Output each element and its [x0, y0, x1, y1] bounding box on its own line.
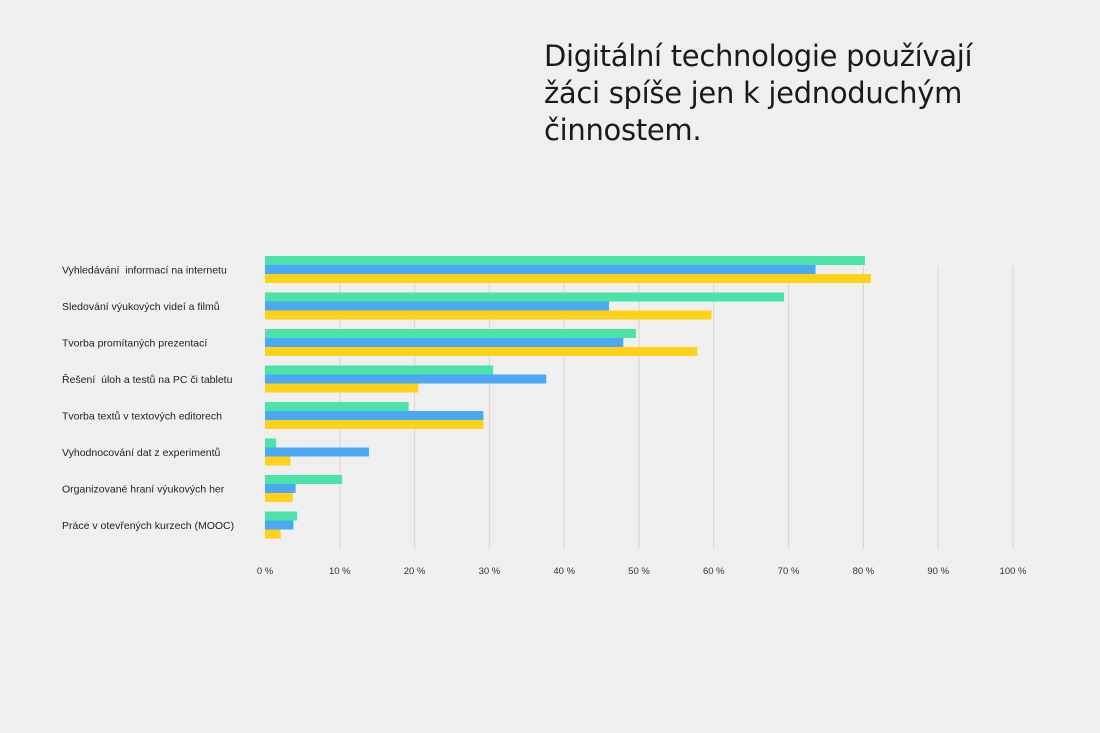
category-label: Vyhodnocování dat z experimentů: [62, 447, 221, 459]
x-tick-label: 50 %: [628, 566, 650, 577]
x-tick-label: 100 %: [1000, 566, 1027, 577]
category-label: Řešení úloh a testů na PC či tabletu: [62, 373, 233, 386]
bar-series-1-5: [265, 438, 277, 448]
category-label: Práce v otevřených kurzech (MOOC): [62, 520, 234, 532]
bar-series-2-1: [265, 301, 610, 311]
bar-series-2-2: [265, 338, 624, 347]
x-tick-label: 60 %: [703, 566, 725, 577]
bar-series-3-7: [265, 529, 281, 539]
bar-series-3-0: [265, 274, 871, 283]
category-label: Sledování výukových videí a filmů: [62, 301, 220, 313]
bar-series-1-4: [265, 402, 409, 411]
bar-series-2-6: [265, 484, 296, 493]
bar-series-2-0: [265, 265, 816, 274]
bar-series-1-0: [265, 256, 865, 265]
category-label: Tvorba textů v textových editorech: [62, 411, 222, 423]
bar-series-2-4: [265, 411, 484, 420]
x-tick-label: 30 %: [479, 566, 501, 577]
x-tick-label: 80 %: [853, 566, 875, 577]
category-label: Vyhledávání informací na internetu: [62, 265, 227, 277]
x-tick-label: 10 %: [329, 566, 351, 577]
category-label: Organizované hraní výukových her: [62, 484, 225, 496]
bar-series-2-5: [265, 447, 369, 457]
bar-series-1-6: [265, 475, 343, 484]
chart-title: Digitální technologie používají žáci spí…: [544, 39, 973, 147]
bars: [265, 256, 871, 539]
bar-series-3-5: [265, 456, 291, 466]
x-tick-labels: 0 % 10 % 20 % 30 % 40 % 50 % 60 % 70 % 80 % 90 % 1…: [257, 566, 1027, 577]
bar-series-3-1: [265, 310, 712, 320]
bar-series-3-6: [265, 493, 293, 502]
category-label: Tvorba promítaných prezentací: [62, 338, 207, 350]
bar-series-1-1: [265, 292, 785, 302]
bar-series-1-3: [265, 365, 494, 375]
bar-series-1-7: [265, 511, 298, 521]
x-tick-label: 90 %: [927, 566, 949, 577]
bar-series-1-2: [265, 329, 637, 338]
bar-series-3-2: [265, 347, 698, 356]
bar-series-3-3: [265, 383, 419, 393]
x-tick-label: 0 %: [257, 566, 274, 577]
category-labels: Vyhledávání informací na internetu Sledov…: [62, 265, 234, 533]
x-tick-label: 20 %: [404, 566, 426, 577]
bar-series-2-7: [265, 520, 294, 530]
bar-series-3-4: [265, 420, 484, 429]
x-tick-label: 70 %: [778, 566, 800, 577]
x-tick-label: 40 %: [553, 566, 575, 577]
bar-series-2-3: [265, 374, 547, 384]
